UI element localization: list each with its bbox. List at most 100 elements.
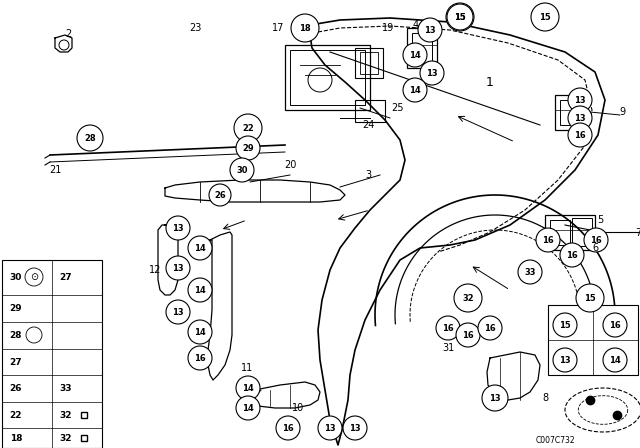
Text: 14: 14 — [409, 86, 421, 95]
Bar — [355, 100, 385, 122]
Text: 27: 27 — [60, 272, 72, 281]
Circle shape — [553, 313, 577, 337]
Text: 16: 16 — [282, 423, 294, 432]
Circle shape — [456, 323, 480, 347]
Circle shape — [236, 136, 260, 160]
Circle shape — [188, 346, 212, 370]
Circle shape — [584, 228, 608, 252]
Bar — [555, 95, 585, 130]
Text: 16: 16 — [484, 323, 496, 332]
Text: 16: 16 — [590, 236, 602, 245]
Text: 12: 12 — [149, 265, 161, 275]
Bar — [360, 52, 378, 74]
Circle shape — [318, 416, 342, 440]
Bar — [290, 50, 365, 105]
Circle shape — [536, 228, 560, 252]
Text: 16: 16 — [462, 331, 474, 340]
Circle shape — [234, 114, 262, 142]
Circle shape — [308, 68, 332, 92]
Text: 18: 18 — [299, 23, 311, 33]
Text: 13: 13 — [349, 423, 361, 432]
Circle shape — [454, 284, 482, 312]
Text: 27: 27 — [10, 358, 22, 366]
Circle shape — [531, 3, 559, 31]
Text: 13: 13 — [426, 69, 438, 78]
Text: 7: 7 — [635, 228, 640, 238]
Text: ⊙: ⊙ — [30, 272, 38, 282]
Bar — [355, 48, 383, 78]
Text: 15: 15 — [454, 13, 466, 22]
Text: 13: 13 — [559, 356, 571, 365]
Text: 29: 29 — [242, 143, 254, 152]
Bar — [560, 100, 580, 125]
Text: 13: 13 — [324, 423, 336, 432]
Circle shape — [403, 78, 427, 102]
Text: 20: 20 — [284, 160, 296, 170]
Circle shape — [276, 416, 300, 440]
Text: 15: 15 — [539, 13, 551, 22]
Text: 14: 14 — [194, 327, 206, 336]
Bar — [545, 215, 595, 250]
Circle shape — [230, 158, 254, 182]
Circle shape — [603, 348, 627, 372]
Bar — [548, 305, 638, 375]
Circle shape — [420, 61, 444, 85]
Circle shape — [560, 243, 584, 267]
Circle shape — [446, 3, 474, 31]
Text: 15: 15 — [559, 320, 571, 329]
Circle shape — [166, 216, 190, 240]
Text: 32: 32 — [60, 434, 72, 443]
Text: 21: 21 — [49, 165, 61, 175]
Text: 19: 19 — [382, 23, 394, 33]
Text: 14: 14 — [242, 383, 254, 392]
Circle shape — [236, 396, 260, 420]
Text: 31: 31 — [442, 343, 454, 353]
Text: 25: 25 — [392, 103, 404, 113]
Text: C007C732: C007C732 — [535, 435, 575, 444]
Text: 16: 16 — [442, 323, 454, 332]
Circle shape — [518, 260, 542, 284]
Text: 13: 13 — [489, 393, 501, 402]
Text: 13: 13 — [574, 113, 586, 122]
Circle shape — [188, 278, 212, 302]
Bar — [285, 45, 370, 110]
Bar — [572, 218, 592, 246]
Circle shape — [576, 284, 604, 312]
Text: 14: 14 — [409, 51, 421, 60]
Circle shape — [26, 327, 42, 343]
Circle shape — [568, 88, 592, 112]
Text: 10: 10 — [292, 403, 304, 413]
Circle shape — [188, 320, 212, 344]
Text: 28: 28 — [84, 134, 96, 142]
Text: 33: 33 — [524, 267, 536, 276]
Circle shape — [403, 43, 427, 67]
Text: 14: 14 — [194, 285, 206, 294]
Text: 30: 30 — [236, 165, 248, 175]
Text: 15: 15 — [584, 293, 596, 302]
Text: 13: 13 — [172, 307, 184, 316]
Text: 32: 32 — [60, 410, 72, 419]
Text: 14: 14 — [609, 356, 621, 365]
Text: 13: 13 — [424, 26, 436, 34]
Text: 15: 15 — [454, 13, 466, 22]
Text: 13: 13 — [172, 263, 184, 272]
Circle shape — [482, 385, 508, 411]
Text: 29: 29 — [10, 303, 22, 313]
Text: 14: 14 — [194, 244, 206, 253]
Circle shape — [343, 416, 367, 440]
Text: 6: 6 — [592, 243, 598, 253]
Text: 26: 26 — [214, 190, 226, 199]
Text: 14: 14 — [242, 404, 254, 413]
Text: 32: 32 — [462, 293, 474, 302]
Circle shape — [418, 18, 442, 42]
Bar — [407, 28, 437, 68]
Text: 17: 17 — [272, 23, 284, 33]
Bar — [550, 220, 570, 245]
Text: 30: 30 — [10, 272, 22, 281]
Circle shape — [447, 4, 473, 30]
Text: 8: 8 — [542, 393, 548, 403]
Text: 23: 23 — [189, 23, 201, 33]
Text: 22: 22 — [10, 410, 22, 419]
Text: 22: 22 — [242, 124, 254, 133]
Bar — [2, 260, 102, 448]
